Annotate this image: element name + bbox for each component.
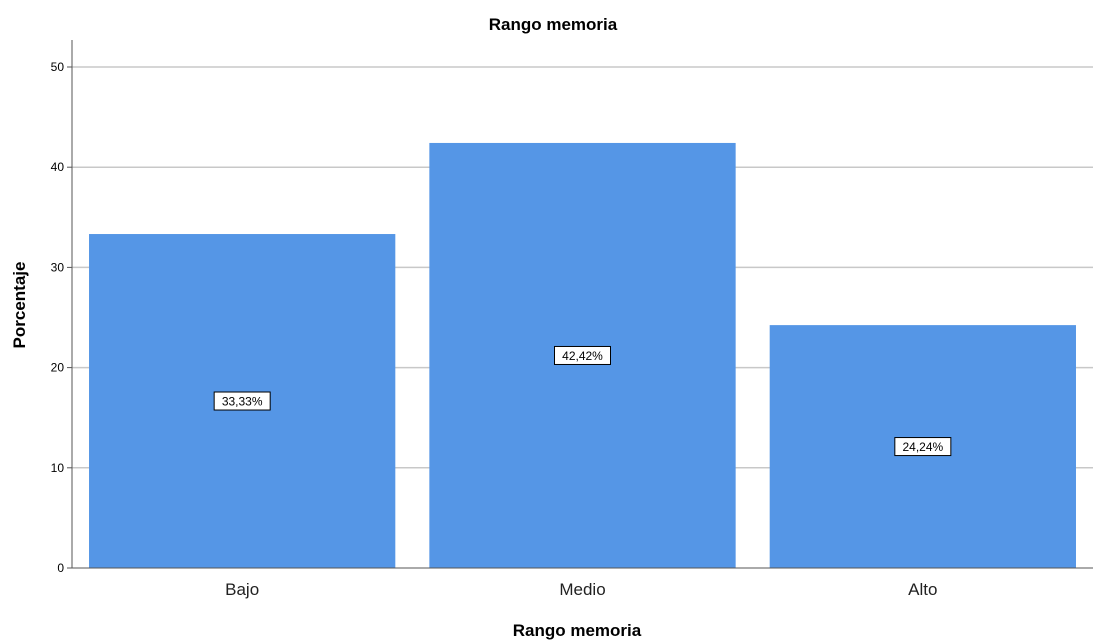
y-tick-label: 30: [51, 260, 65, 274]
chart-title: Rango memoria: [489, 15, 618, 34]
data-label-box: [554, 345, 611, 365]
y-tick-label: 50: [51, 60, 65, 74]
y-tick-label: 0: [57, 561, 64, 575]
y-tick-label: 20: [51, 361, 65, 375]
x-tick-label: Bajo: [225, 580, 259, 599]
data-labels: 33,33% 42,42% 24,24%: [213, 345, 952, 457]
data-label-text: 24,24%: [902, 440, 943, 454]
data-label: 24,24%: [894, 437, 952, 457]
data-label-text: 33,33%: [222, 395, 263, 409]
y-axis-title: Porcentaje: [10, 262, 29, 349]
data-label: 42,42%: [554, 345, 611, 365]
y-tick-labels: 0 10 20 30 40 50: [51, 60, 65, 575]
data-label: 33,33%: [213, 391, 271, 411]
y-tick-label: 40: [51, 160, 65, 174]
data-label-box: [894, 437, 952, 457]
x-axis-title: Rango memoria: [513, 621, 642, 640]
data-label-text: 42,42%: [562, 349, 603, 363]
data-label-box: [213, 391, 271, 411]
x-tick-label: Alto: [908, 580, 937, 599]
x-tick-labels: Bajo Medio Alto: [225, 580, 937, 599]
y-tick-label: 10: [51, 461, 65, 475]
axes: [67, 40, 1093, 569]
x-tick-label: Medio: [559, 580, 605, 599]
